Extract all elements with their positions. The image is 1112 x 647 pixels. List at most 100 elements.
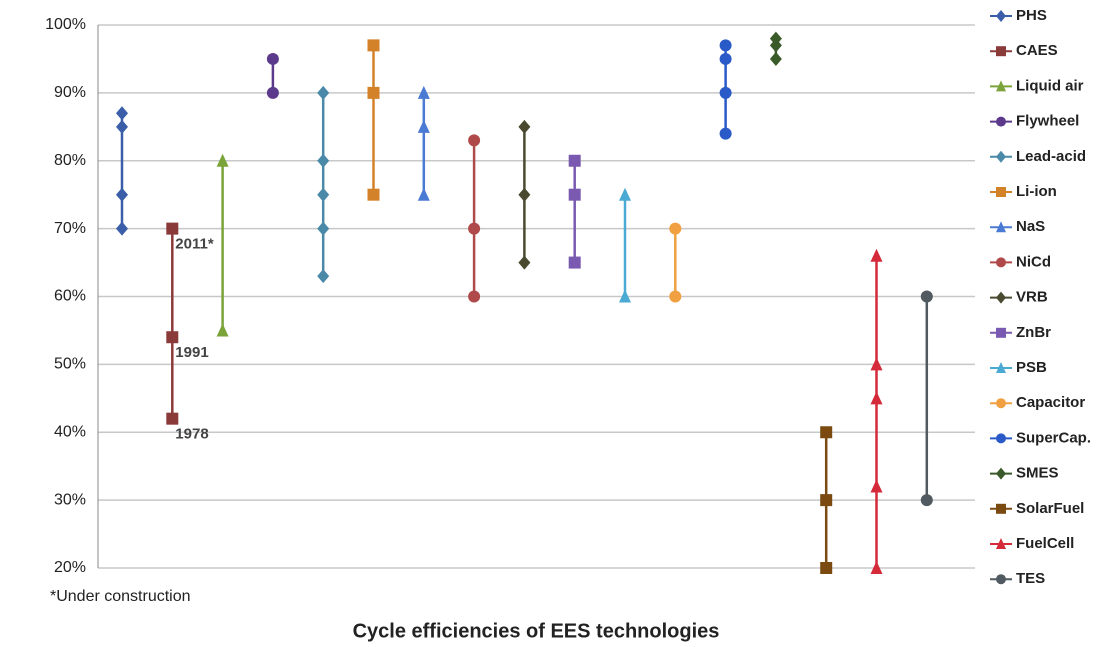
marker <box>518 119 531 134</box>
marker <box>769 38 782 53</box>
marker <box>669 290 682 303</box>
marker <box>996 80 1006 92</box>
marker <box>317 153 330 168</box>
marker <box>996 10 1006 22</box>
marker <box>367 188 380 201</box>
point-label: 1991 <box>175 344 208 361</box>
marker <box>996 116 1006 127</box>
legend-label: VRB <box>1016 289 1048 306</box>
marker <box>216 323 229 337</box>
marker <box>518 187 531 202</box>
marker <box>870 357 883 371</box>
legend-label: Li-ion <box>1016 183 1057 200</box>
marker <box>996 46 1006 57</box>
y-tick-label: 70% <box>54 220 86 237</box>
marker <box>996 503 1006 514</box>
y-tick-label: 100% <box>45 16 86 33</box>
marker <box>996 398 1006 409</box>
marker <box>568 188 581 201</box>
marker <box>116 187 128 202</box>
marker <box>417 187 430 201</box>
y-tick-label: 50% <box>54 356 86 373</box>
marker <box>870 391 883 405</box>
marker <box>996 574 1006 585</box>
marker <box>920 290 933 303</box>
y-tick-label: 40% <box>54 423 86 440</box>
marker <box>116 119 128 134</box>
marker <box>468 222 481 235</box>
marker <box>669 222 682 235</box>
marker <box>870 561 883 574</box>
marker <box>619 187 631 201</box>
marker <box>870 479 883 493</box>
marker <box>317 187 330 202</box>
marker <box>266 52 279 65</box>
marker <box>468 290 481 303</box>
marker <box>568 256 581 269</box>
marker <box>820 494 833 507</box>
point-label: 2011* <box>175 236 214 253</box>
legend-label: PHS <box>1016 7 1047 24</box>
marker <box>996 538 1006 549</box>
marker <box>116 221 128 236</box>
legend-label: SMES <box>1016 465 1059 482</box>
marker <box>166 222 179 235</box>
marker <box>266 86 279 99</box>
marker <box>216 153 229 167</box>
marker <box>719 52 732 65</box>
y-tick-label: 80% <box>54 152 86 169</box>
marker <box>719 127 732 140</box>
legend-label: NaS <box>1016 218 1045 235</box>
marker <box>166 412 179 425</box>
legend-label: CAES <box>1016 42 1058 59</box>
marker <box>116 106 128 121</box>
marker <box>996 257 1006 268</box>
legend-label: NiCd <box>1016 253 1051 270</box>
marker <box>367 39 380 52</box>
legend-label: Liquid air <box>1016 77 1084 94</box>
marker <box>518 255 531 270</box>
marker <box>870 248 883 262</box>
legend-label: Flywheel <box>1016 113 1079 130</box>
chart-title: Cycle efficiencies of EES technologies <box>353 620 720 642</box>
note: *Under construction <box>50 588 191 605</box>
marker <box>417 85 430 99</box>
marker <box>417 119 430 133</box>
marker <box>996 327 1006 338</box>
marker <box>166 331 179 344</box>
legend-label: SolarFuel <box>1016 500 1084 517</box>
legend-label: SuperCap. <box>1016 429 1091 446</box>
legend-label: ZnBr <box>1016 324 1051 341</box>
marker <box>996 433 1006 444</box>
marker <box>719 39 732 52</box>
legend-label: Lead-acid <box>1016 148 1086 165</box>
marker <box>996 187 1006 197</box>
marker <box>719 86 732 99</box>
marker <box>619 289 631 303</box>
marker <box>468 134 481 147</box>
marker <box>996 150 1006 163</box>
legend-label: TES <box>1016 570 1045 587</box>
marker <box>820 562 833 574</box>
legend-label: PSB <box>1016 359 1047 376</box>
marker <box>568 154 581 167</box>
marker <box>820 426 833 439</box>
marker <box>317 221 330 236</box>
marker <box>367 86 380 99</box>
y-tick-label: 60% <box>54 288 86 305</box>
y-tick-label: 90% <box>54 84 86 101</box>
y-tick-label: 20% <box>54 559 86 576</box>
marker <box>996 362 1006 373</box>
marker <box>996 221 1006 233</box>
marker <box>920 494 933 507</box>
marker <box>317 269 330 284</box>
legend-label: Capacitor <box>1016 394 1085 411</box>
point-label: 1978 <box>175 426 208 443</box>
legend-label: FuelCell <box>1016 535 1074 552</box>
marker <box>996 467 1006 480</box>
marker <box>769 51 782 66</box>
y-tick-label: 30% <box>54 491 86 508</box>
marker <box>996 291 1006 304</box>
marker <box>317 85 330 100</box>
